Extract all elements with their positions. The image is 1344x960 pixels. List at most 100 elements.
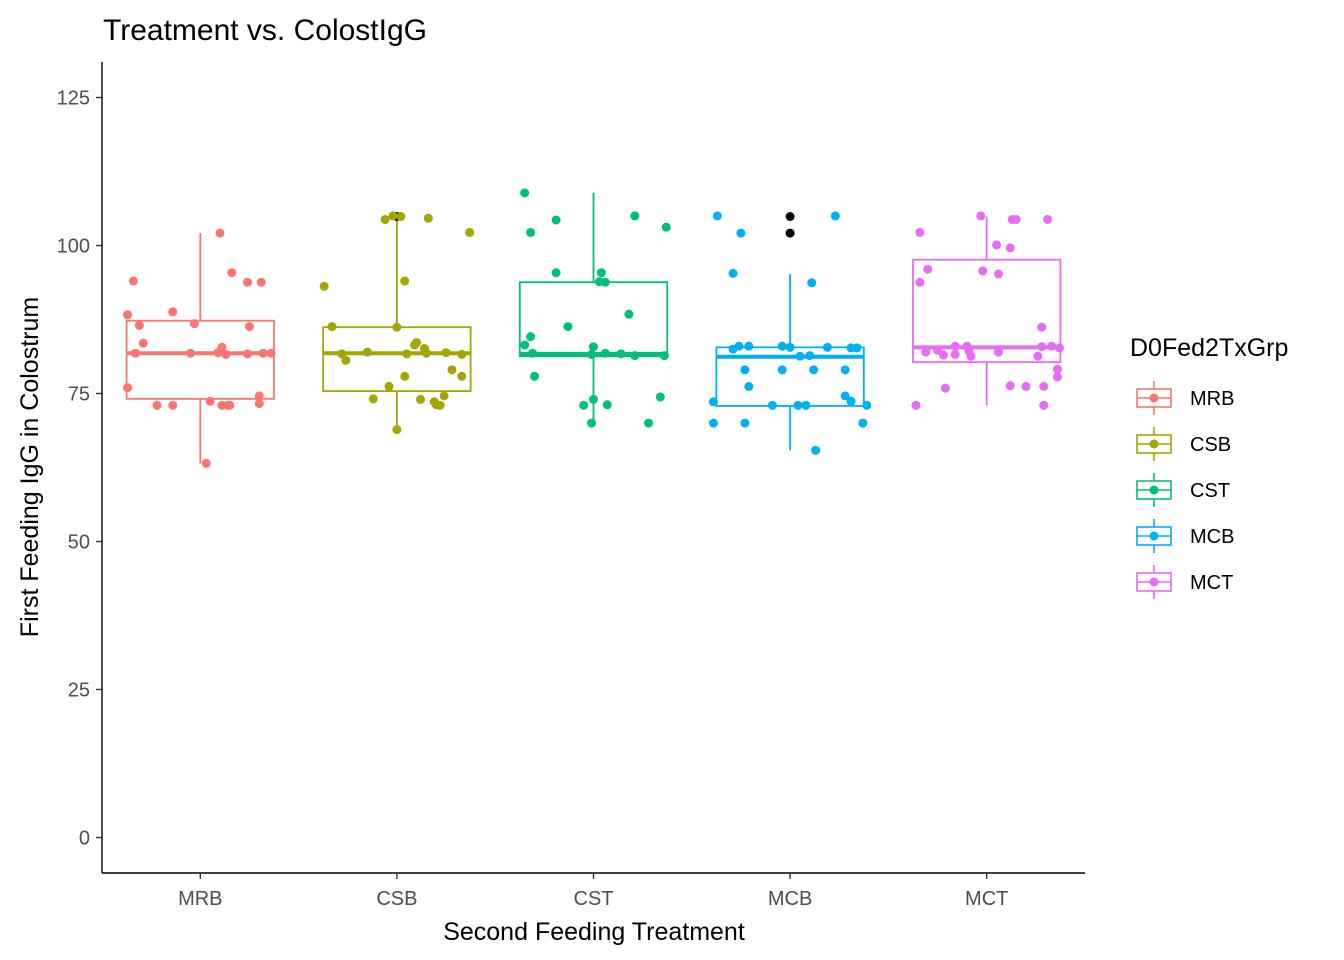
data-point [811,445,821,455]
legend-label: MCT [1190,572,1233,594]
data-point [915,277,925,287]
data-point [1037,322,1047,332]
data-point [388,211,398,221]
x-axis-ticks: MRB CSB CST MCB MCT [178,873,1008,910]
data-point [152,400,162,410]
data-point [1052,364,1062,374]
data-point [138,338,148,348]
y-tick-label: 0 [79,827,90,849]
series-mcb [708,211,872,455]
data-point [795,351,805,361]
data-point [1011,214,1021,224]
data-point [596,268,606,278]
data-point [950,349,960,359]
data-point [993,269,1003,279]
data-point [439,391,449,401]
series-mct [911,211,1064,410]
series-cst [518,188,671,428]
data-point [215,228,225,238]
legend-point [1149,577,1159,587]
data-point [728,268,738,278]
data-point [123,310,133,320]
data-point [840,391,850,401]
data-point [579,400,589,410]
data-point [134,320,144,330]
data-point [589,342,598,352]
data-point [128,276,138,286]
data-point [168,307,178,317]
data-point [258,348,268,358]
data-point [415,394,425,404]
data-point [744,381,754,391]
y-axis-title: First Feeding IgG in Colostrum [16,297,44,637]
legend-label: MRB [1190,388,1234,410]
data-point [551,268,561,278]
data-point [423,213,433,223]
data-point [966,351,976,361]
data-point [858,418,868,428]
data-point [227,268,237,278]
data-point [1005,243,1015,253]
data-point [911,400,921,410]
data-point [744,341,754,351]
data-point [412,338,422,348]
data-point [123,383,133,393]
data-point [457,371,467,381]
legend-key-mcb: MCB [1136,519,1234,553]
data-point [616,349,626,359]
y-tick-label: 75 [68,384,90,406]
data-point [526,227,536,237]
data-point [341,355,351,365]
data-point [392,322,402,332]
data-point [644,418,654,428]
data-point [840,365,850,375]
legend-key-cst: CST [1136,473,1230,507]
data-point [1039,400,1049,410]
y-tick-label: 50 [68,531,90,553]
outlier-point [785,228,795,238]
data-point [862,400,872,410]
data-point [740,418,750,428]
data-point [655,392,665,402]
data-point [1005,381,1015,391]
data-point [435,400,445,410]
chart-title: Treatment vs. ColostIgG [103,14,427,47]
data-point [242,277,252,287]
data-point [978,266,988,276]
data-point [528,348,538,358]
x-tick-label: CST [574,888,614,910]
data-point [1043,214,1053,224]
y-tick-label: 100 [57,236,90,258]
data-point [205,396,215,406]
data-point [530,371,540,381]
x-tick-label: MCT [965,888,1008,910]
data-point [993,347,1003,357]
data-point [254,399,264,409]
data-point [396,212,406,222]
legend-point [1149,439,1159,449]
data-point [254,391,264,401]
series-mrb [123,228,276,468]
data-point [1052,372,1062,382]
data-point [362,347,372,357]
box [912,258,1062,364]
data-point [319,281,329,291]
data-point [441,348,451,358]
data-point [708,397,718,407]
data-point [807,278,817,288]
data-point [708,418,718,428]
legend-key-mct: MCT [1136,565,1233,599]
data-point [785,342,795,352]
data-point [805,351,815,361]
data-point [392,425,402,435]
data-point [624,309,634,319]
data-point [384,381,394,391]
data-point [189,319,199,329]
data-point [659,351,669,361]
data-point [465,227,475,237]
data-point [921,347,931,357]
data-point [457,349,467,359]
legend-point [1149,393,1159,403]
data-point [589,394,598,404]
data-point [600,348,610,358]
